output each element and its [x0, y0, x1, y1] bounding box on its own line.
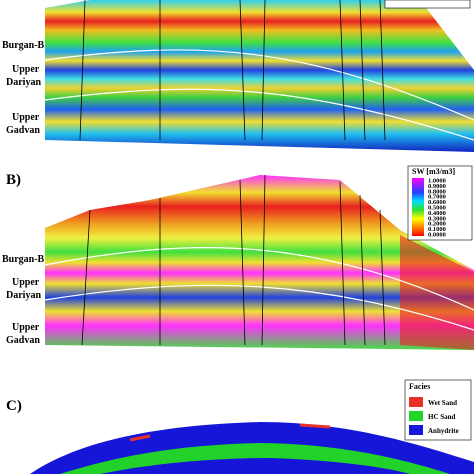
sw-legend: SW [m3/m3] 1.00000.90000.80000.70000.600… — [407, 165, 473, 241]
wet-sand-patches — [129, 423, 331, 442]
section-b-flank — [400, 235, 474, 350]
colorbar-tick: 1.0000 — [428, 178, 446, 185]
section-b — [45, 175, 474, 350]
horizon-label: Dariyan — [6, 290, 41, 301]
horizon-label: Upper — [12, 112, 40, 123]
legend-swatch — [409, 411, 423, 421]
section-a — [45, 0, 474, 152]
legend-title: SW [m3/m3] — [412, 167, 456, 176]
panel-label: C) — [6, 398, 22, 414]
horizon-label: Dariyan — [6, 77, 41, 88]
legend-swatch — [409, 425, 423, 435]
colorbar-tick: 0.3000 — [428, 215, 446, 222]
horizon-label: Gadvan — [6, 125, 40, 136]
colorbar-tick: 0.2000 — [428, 221, 446, 228]
colorbar — [412, 178, 424, 236]
colorbar-tick: 0.8000 — [428, 188, 446, 195]
legend-label: Anhydrite — [428, 427, 459, 435]
colorbar-tick: 0.6000 — [428, 199, 446, 206]
colorbar-tick: 0.7000 — [428, 194, 446, 201]
panel-label: B) — [6, 172, 21, 188]
faults — [81, 174, 386, 346]
horizon — [44, 246, 474, 311]
horizon-label: Gadvan — [6, 335, 40, 346]
horizon-label: Burgan-B — [2, 254, 45, 265]
facies-legend: Facies Wet Sand HC Sand Anhydrite — [404, 379, 472, 441]
colorbar-tick: 0.9000 — [428, 183, 446, 190]
section-c-core — [100, 458, 410, 474]
horizon-label: Upper — [12, 277, 40, 288]
horizon — [44, 88, 474, 141]
legend-label: Wet Sand — [428, 399, 457, 407]
colorbar-tick: 0.0000 — [428, 232, 446, 239]
horizon-label: Upper — [12, 64, 40, 75]
legend-a-remnant — [384, 0, 471, 9]
legend-swatch — [409, 397, 423, 407]
colorbar-tick: 0.1000 — [428, 226, 446, 233]
horizon-label: Upper — [12, 322, 40, 333]
horizon — [44, 284, 474, 331]
legend-title: Facies — [409, 382, 430, 391]
faults — [79, 0, 386, 141]
legend-label: HC Sand — [428, 413, 456, 421]
colorbar-tick: 0.5000 — [428, 205, 446, 212]
horizon-label: Burgan-B — [2, 40, 45, 51]
colorbar-tick: 0.4000 — [428, 210, 446, 217]
horizon — [44, 49, 474, 121]
